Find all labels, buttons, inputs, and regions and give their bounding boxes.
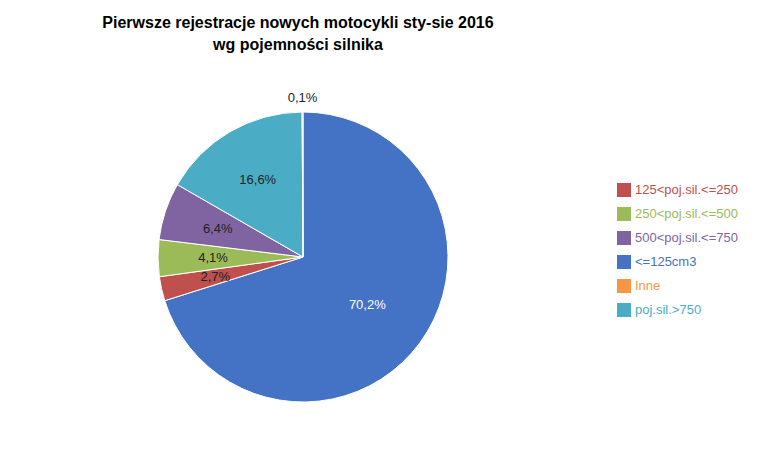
html-text:500<poj.sil.<=750: 500<poj.sil.<=750 [635,229,738,245]
html-text:250<poj.sil.<=500: 250<poj.sil.<=500 [635,205,738,221]
html-text:Inne: Inne [635,277,661,293]
svg-text:4,1%: 4,1% [198,250,228,265]
svg-text:70,2%: 70,2% [349,297,386,312]
svg-text:2,7%: 2,7% [200,269,230,284]
svg-text:16,6%: 16,6% [239,172,276,187]
html-text:poj.sil.>750: poj.sil.>750 [635,301,702,317]
html-text:wg pojemności silnika: wg pojemności silnika [213,36,383,53]
svg-text:6,4%: 6,4% [203,221,233,236]
html-text:125<poj.sil.<=250: 125<poj.sil.<=250 [635,181,738,197]
svg-text:0,1%: 0,1% [288,90,318,105]
html-text:<=125cm3: <=125cm3 [635,253,697,269]
html-text:Pierwsze rejestracje nowych mo: Pierwsze rejestracje nowych motocykli st… [102,14,494,31]
